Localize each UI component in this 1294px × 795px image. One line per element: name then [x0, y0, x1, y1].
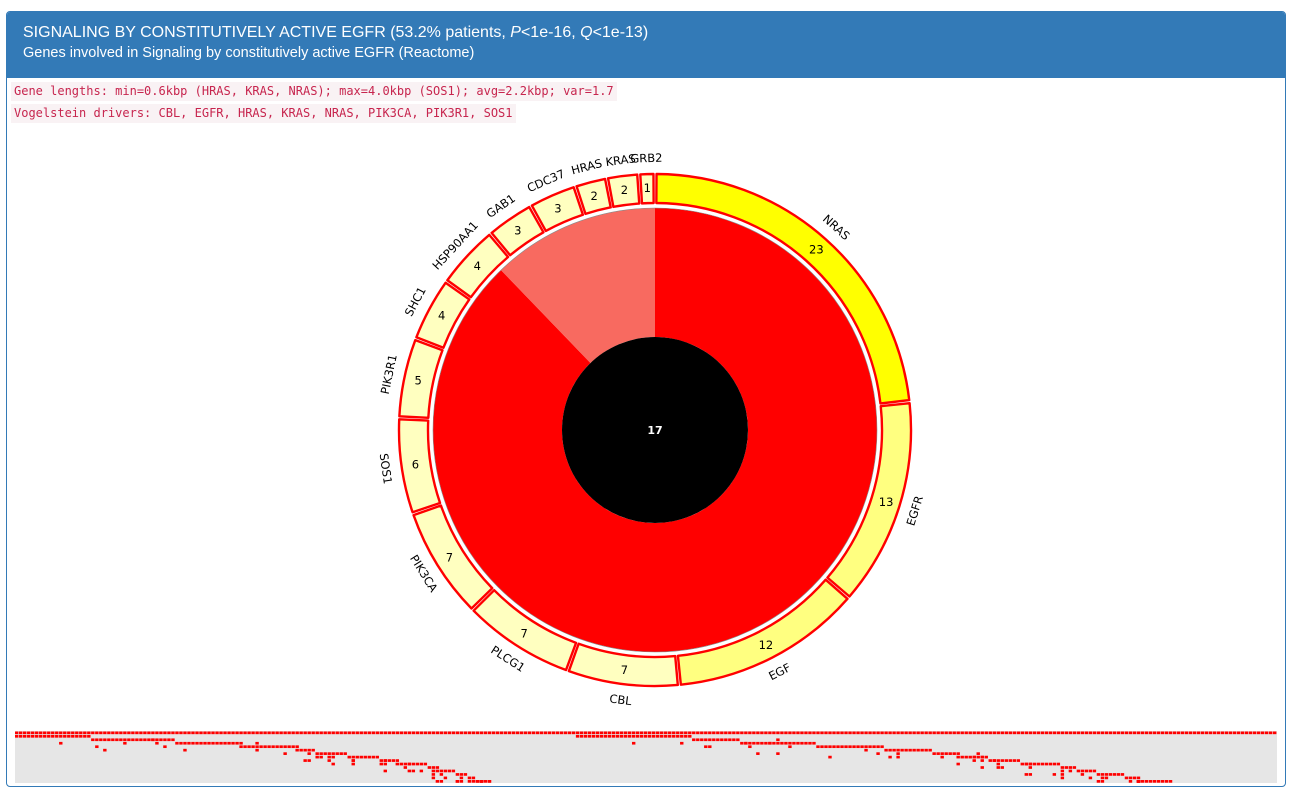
gene-value-label: 12 [759, 638, 774, 652]
title-main: SIGNALING BY CONSTITUTIVELY ACTIVE EGFR [23, 24, 386, 41]
gene-lengths-info: Gene lengths: min=0.6kbp (HRAS, KRAS, NR… [11, 82, 617, 101]
gene-segment-grb2 [639, 172, 655, 205]
pathway-subtitle: Genes involved in Signaling by constitut… [23, 45, 475, 61]
q-value: <1e-13) [592, 24, 649, 41]
gene-value-label: 2 [591, 189, 598, 203]
gene-name-label-egf: EGF [766, 660, 793, 683]
gene-value-label: 13 [879, 495, 894, 509]
center-label: 17 [647, 424, 662, 437]
gene-value-label: 7 [621, 663, 628, 677]
gene-segment-cbl [567, 642, 680, 688]
inner-ring-outline [432, 207, 878, 653]
p-symbol: P [510, 24, 521, 41]
gene-segment-nras [655, 172, 911, 405]
gene-value-label: 3 [514, 224, 521, 238]
q-symbol: Q [580, 24, 593, 41]
gene-segment-gab1 [490, 205, 545, 257]
gene-segment-pik3r1 [398, 338, 444, 420]
gene-segment-cdc37 [530, 186, 585, 233]
gene-name-label-grb2: GRB2 [630, 151, 663, 166]
gene-segment-kras [606, 173, 641, 209]
inner-ring-segment [433, 208, 878, 652]
gene-segment-shc1 [415, 281, 471, 349]
gene-segment-plcg1 [472, 589, 578, 672]
gene-value-label: 2 [621, 183, 628, 197]
gene-value-label: 6 [412, 457, 419, 471]
gene-value-label: 4 [438, 309, 445, 323]
gene-value-label: 5 [414, 373, 421, 387]
vogelstein-drivers-info: Vogelstein drivers: CBL, EGFR, HRAS, KRA… [11, 104, 516, 123]
center-circle [562, 337, 748, 523]
gene-value-label: 23 [809, 243, 824, 257]
title-stats: (53.2% patients, [390, 24, 511, 41]
gene-value-label: 3 [554, 201, 561, 215]
gene-value-label: 1 [644, 181, 651, 195]
gene-segment-sos1 [397, 418, 442, 514]
gene-value-label: 4 [474, 259, 481, 273]
gene-name-label-shc1: SHC1 [402, 284, 429, 318]
gene-segment-pik3ca [412, 504, 494, 610]
gene-segment-hras [575, 177, 612, 216]
gene-name-label-cbl: CBL [609, 691, 634, 708]
gene-value-label: 7 [446, 551, 453, 565]
pathway-title: SIGNALING BY CONSTITUTIVELY ACTIVE EGFR … [23, 23, 1269, 43]
inner-ring-segment [501, 208, 655, 364]
mutation-matrix-cells [15, 731, 1277, 783]
gene-name-label-pik3r1: PIK3R1 [378, 353, 400, 396]
mutation-matrix [15, 731, 1277, 783]
gene-segment-hsp90aa1 [446, 233, 510, 299]
gene-name-label-sos1: SOS1 [377, 452, 395, 485]
p-value: <1e-16, [520, 24, 581, 41]
pathway-panel: SIGNALING BY CONSTITUTIVELY ACTIVE EGFR … [6, 11, 1286, 787]
gene-name-label-kras: KRAS [605, 151, 637, 169]
gene-value-label: 7 [521, 627, 528, 641]
gene-segment-egfr [826, 401, 913, 598]
gene-name-label-hras: HRAS [570, 156, 604, 177]
gene-segment-egf [676, 578, 849, 686]
panel-heading: SIGNALING BY CONSTITUTIVELY ACTIVE EGFR … [7, 12, 1285, 78]
gene-name-label-egfr: EGFR [903, 494, 926, 528]
